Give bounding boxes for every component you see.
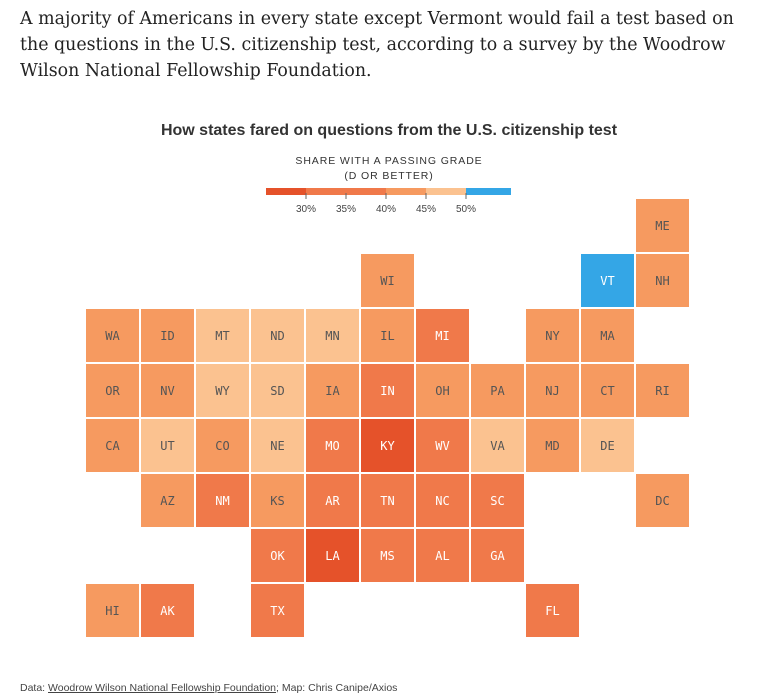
legend-color-scale: 30% 35% 40% 45% 50%	[266, 188, 511, 215]
state-tile-nm: NM	[196, 474, 249, 527]
state-tile-hi: HI	[86, 584, 139, 637]
state-tile-or: OR	[86, 364, 139, 417]
state-tile-nc: NC	[416, 474, 469, 527]
state-tile-ok: OK	[251, 529, 304, 582]
state-tile-wa: WA	[86, 309, 139, 362]
state-tile-ne: NE	[251, 419, 304, 472]
legend-swatch	[386, 188, 426, 195]
state-tile-in: IN	[361, 364, 414, 417]
state-tile-pa: PA	[471, 364, 524, 417]
state-tile-mo: MO	[306, 419, 359, 472]
state-tile-ms: MS	[361, 529, 414, 582]
state-tile-ak: AK	[141, 584, 194, 637]
legend-title: SHARE WITH A PASSING GRADE (D OR BETTER)	[0, 154, 757, 184]
state-tile-nj: NJ	[526, 364, 579, 417]
state-tile-tx: TX	[251, 584, 304, 637]
state-tile-mn: MN	[306, 309, 359, 362]
state-tile-fl: FL	[526, 584, 579, 637]
state-tile-ca: CA	[86, 419, 139, 472]
state-tile-az: AZ	[141, 474, 194, 527]
state-tile-de: DE	[581, 419, 634, 472]
state-tile-al: AL	[416, 529, 469, 582]
state-tile-ga: GA	[471, 529, 524, 582]
state-tile-nv: NV	[141, 364, 194, 417]
legend-swatch	[466, 188, 511, 195]
state-tile-tn: TN	[361, 474, 414, 527]
legend-tick-label: 40%	[376, 204, 396, 215]
legend-title-line-2: (D OR BETTER)	[344, 170, 434, 182]
state-tile-id: ID	[141, 309, 194, 362]
state-tile-ny: NY	[526, 309, 579, 362]
legend-tick-label: 30%	[296, 204, 316, 215]
legend-swatch	[346, 188, 386, 195]
state-tile-wi: WI	[361, 254, 414, 307]
state-tile-nh: NH	[636, 254, 689, 307]
state-tile-va: VA	[471, 419, 524, 472]
state-tile-la: LA	[306, 529, 359, 582]
legend-swatch	[426, 188, 466, 195]
state-tile-mt: MT	[196, 309, 249, 362]
source-link[interactable]: Woodrow Wilson National Fellowship Found…	[48, 682, 277, 694]
state-tile-ar: AR	[306, 474, 359, 527]
intro-paragraph: A majority of Americans in every state e…	[20, 9, 734, 81]
state-tile-mi: MI	[416, 309, 469, 362]
state-tile-ma: MA	[581, 309, 634, 362]
state-tile-co: CO	[196, 419, 249, 472]
legend-title-line-1: SHARE WITH A PASSING GRADE	[295, 155, 483, 167]
footer-credits: Data: Woodrow Wilson National Fellowship…	[20, 682, 397, 694]
state-tile-ia: IA	[306, 364, 359, 417]
state-tile-me: ME	[636, 199, 689, 252]
state-tile-wv: WV	[416, 419, 469, 472]
state-tile-nd: ND	[251, 309, 304, 362]
state-tile-sc: SC	[471, 474, 524, 527]
footer-suffix: ; Map: Chris Canipe/Axios	[276, 682, 398, 694]
state-tile-vt: VT	[581, 254, 634, 307]
state-tile-sd: SD	[251, 364, 304, 417]
state-tile-ri: RI	[636, 364, 689, 417]
legend-tick-label: 35%	[336, 204, 356, 215]
legend-swatch	[266, 188, 306, 195]
chart-title: How states fared on questions from the U…	[160, 122, 618, 139]
state-tile-wy: WY	[196, 364, 249, 417]
state-tile-oh: OH	[416, 364, 469, 417]
legend-tick-label: 50%	[456, 204, 476, 215]
legend-swatch	[306, 188, 346, 195]
state-tile-ks: KS	[251, 474, 304, 527]
state-tile-ut: UT	[141, 419, 194, 472]
legend-tick-label: 45%	[416, 204, 436, 215]
state-tile-md: MD	[526, 419, 579, 472]
state-tile-il: IL	[361, 309, 414, 362]
state-tile-ky: KY	[361, 419, 414, 472]
state-tile-dc: DC	[636, 474, 689, 527]
footer-prefix: Data:	[20, 682, 49, 694]
state-tile-ct: CT	[581, 364, 634, 417]
